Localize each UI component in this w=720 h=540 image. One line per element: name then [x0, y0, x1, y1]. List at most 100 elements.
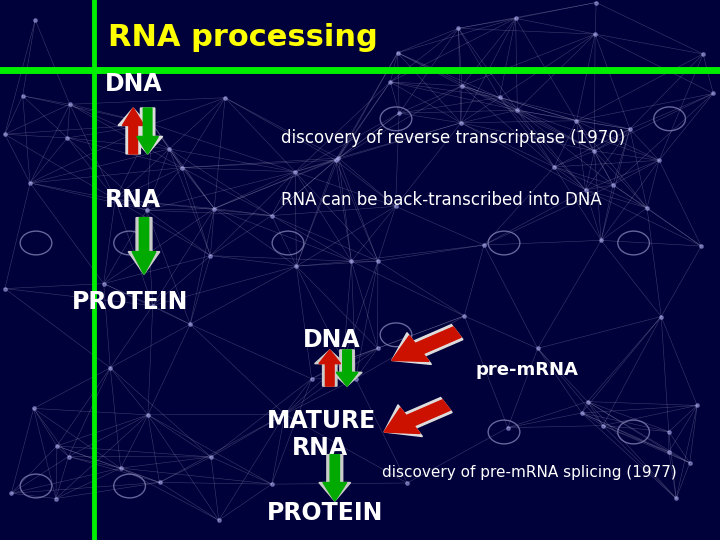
Point [510, 14, 521, 23]
Point [390, 202, 401, 211]
Point [163, 145, 175, 153]
Point [51, 442, 63, 450]
Point [576, 409, 588, 417]
FancyArrow shape [315, 350, 345, 386]
Point [184, 320, 196, 329]
Point [655, 312, 667, 321]
Point [28, 404, 40, 413]
Point [306, 375, 318, 383]
Point [154, 478, 166, 487]
Text: DNA: DNA [104, 72, 162, 96]
Text: discovery of pre-mRNA splicing (1977): discovery of pre-mRNA splicing (1977) [382, 465, 676, 480]
Point [330, 156, 341, 165]
Point [455, 118, 467, 127]
Point [24, 179, 36, 187]
FancyArrow shape [336, 350, 358, 386]
Point [50, 494, 62, 503]
FancyArrow shape [137, 108, 158, 154]
Text: PROTEIN: PROTEIN [266, 501, 383, 525]
Point [697, 50, 708, 58]
Point [653, 156, 665, 165]
Point [384, 78, 396, 86]
Point [333, 154, 344, 163]
Point [684, 458, 696, 467]
Point [607, 180, 618, 189]
FancyArrow shape [132, 218, 156, 274]
Point [512, 106, 523, 114]
Text: RNA processing: RNA processing [108, 23, 378, 52]
Point [213, 516, 225, 524]
Point [402, 478, 413, 487]
Point [393, 109, 405, 118]
Point [289, 167, 301, 176]
Point [220, 93, 231, 102]
Point [115, 464, 127, 472]
Point [642, 204, 653, 212]
FancyArrow shape [319, 455, 351, 501]
Point [64, 100, 76, 109]
Point [338, 356, 349, 365]
Point [549, 163, 560, 171]
Point [590, 30, 601, 38]
Point [266, 211, 277, 220]
FancyArrow shape [118, 108, 148, 154]
Point [6, 489, 17, 498]
Point [494, 93, 505, 102]
Point [392, 49, 403, 57]
Point [205, 453, 217, 461]
Point [571, 117, 582, 125]
Point [372, 257, 384, 266]
Point [453, 24, 464, 32]
Point [109, 195, 121, 204]
Point [0, 130, 11, 139]
Text: PROTEIN: PROTEIN [72, 291, 189, 314]
Point [346, 257, 357, 266]
Point [580, 186, 591, 194]
Point [104, 363, 116, 372]
Point [582, 397, 593, 406]
Point [670, 494, 682, 503]
Point [147, 120, 158, 129]
Point [291, 262, 302, 271]
Point [478, 241, 490, 249]
Point [30, 16, 41, 24]
Point [62, 133, 73, 142]
Point [372, 344, 383, 353]
Point [141, 206, 153, 214]
Point [350, 374, 361, 383]
FancyArrow shape [128, 218, 160, 274]
Point [266, 480, 277, 489]
Text: RNA can be back-transcribed into DNA: RNA can be back-transcribed into DNA [281, 191, 601, 209]
Point [588, 147, 600, 156]
Point [456, 82, 468, 90]
Point [17, 91, 28, 100]
Point [98, 279, 109, 288]
FancyArrow shape [384, 400, 451, 434]
FancyArrow shape [392, 325, 463, 364]
Point [147, 301, 158, 310]
Point [590, 0, 602, 7]
Point [624, 125, 636, 133]
Point [459, 312, 470, 320]
FancyArrow shape [384, 397, 452, 436]
Text: discovery of reverse transcriptase (1970): discovery of reverse transcriptase (1970… [281, 129, 625, 147]
Point [691, 401, 703, 410]
Point [142, 410, 153, 419]
Point [663, 448, 675, 456]
Point [597, 421, 608, 430]
Text: DNA: DNA [302, 328, 360, 352]
FancyArrow shape [323, 455, 347, 501]
Point [708, 89, 719, 98]
FancyArrow shape [122, 108, 144, 154]
Point [209, 204, 220, 213]
Point [532, 344, 544, 353]
Point [595, 236, 607, 245]
Point [502, 423, 513, 432]
Point [279, 410, 290, 418]
Point [204, 251, 216, 260]
Text: RNA: RNA [292, 436, 348, 460]
FancyArrow shape [319, 350, 341, 386]
FancyArrow shape [392, 327, 462, 361]
Point [63, 452, 74, 461]
FancyArrow shape [332, 350, 362, 386]
